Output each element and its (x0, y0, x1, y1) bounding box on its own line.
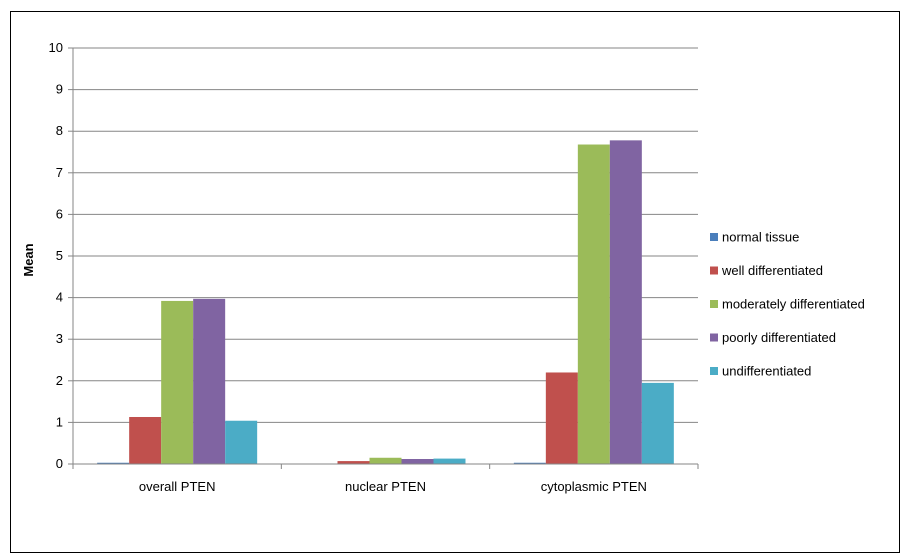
y-tick-label: 2 (56, 373, 63, 388)
y-tick-label: 1 (56, 414, 63, 429)
bar (225, 420, 258, 464)
bar (609, 140, 642, 465)
bar (513, 462, 546, 464)
legend: normal tissue well differentiated moderate… (710, 230, 865, 379)
y-tick-label: 7 (56, 165, 63, 180)
x-category-label: nuclear PTEN (345, 479, 426, 494)
y-tick-label: 0 (56, 456, 63, 471)
y-tick-label: 10 (49, 40, 63, 55)
y-tick-label: 8 (56, 123, 63, 138)
legend-swatch (710, 300, 718, 308)
bar (545, 372, 578, 464)
y-tick-label: 6 (56, 206, 63, 221)
legend-swatch (710, 367, 718, 375)
x-category-label: overall PTEN (139, 479, 216, 494)
legend-label: moderately differentiated (722, 297, 865, 312)
bar (641, 382, 674, 464)
y-axis-label: Mean (21, 243, 36, 276)
y-tick-label: 3 (56, 331, 63, 346)
bar (97, 462, 130, 464)
bar (337, 461, 370, 464)
chart-frame: 0 1 2 3 4 5 6 7 8 9 10 overall PTEN nuclear PTEN cyt… (10, 11, 900, 553)
legend-label: well differentiated (721, 263, 823, 278)
legend-swatch (710, 233, 718, 241)
y-tick-label: 4 (56, 290, 63, 305)
legend-swatch (710, 266, 718, 275)
bars (97, 140, 674, 465)
bar (129, 416, 162, 464)
legend-swatch (710, 333, 718, 342)
y-tick-label: 9 (56, 82, 63, 97)
y-tick-label: 5 (56, 248, 63, 263)
bar-chart: 0 1 2 3 4 5 6 7 8 9 10 overall PTEN nuclear PTEN cyt… (21, 40, 865, 494)
bar (193, 298, 226, 464)
legend-label: poorly differentiated (722, 330, 836, 345)
x-category-labels: overall PTEN nuclear PTEN cytoplasmic PTEN (139, 479, 647, 494)
bar (161, 300, 194, 464)
axes (68, 47, 699, 469)
legend-label: normal tissue (722, 230, 799, 245)
y-tick-labels: 0 1 2 3 4 5 6 7 8 9 10 (49, 40, 63, 471)
x-category-label: cytoplasmic PTEN (541, 479, 647, 494)
bar (577, 144, 610, 464)
bar (433, 458, 466, 464)
legend-label: undifferentiated (722, 364, 811, 379)
bar (401, 459, 434, 464)
bar (369, 457, 402, 464)
